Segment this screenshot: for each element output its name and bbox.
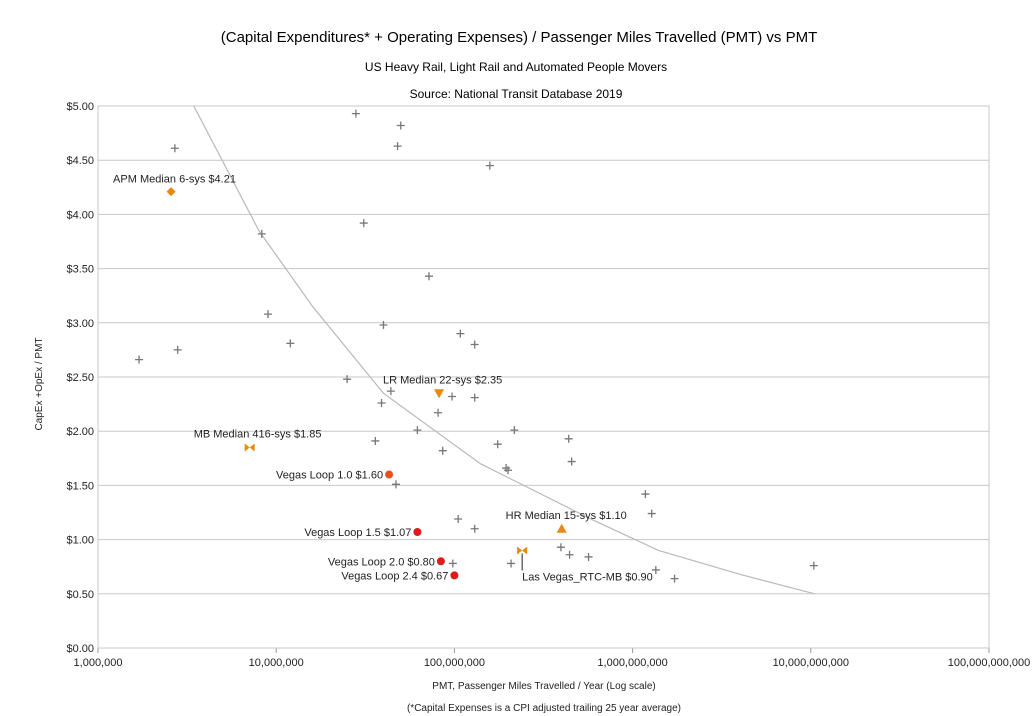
system-point-marker (257, 229, 266, 238)
annotated-points: APM Median 6-sys $4.21 LR Median 22-sys $… (113, 174, 653, 584)
y-tick-label: $0.00 (66, 643, 94, 655)
y-axis-ticks: $0.00 $0.50 $1.00 $1.50 $2.00 $2.50 $3.00 $3.50… (66, 101, 94, 655)
system-point-marker (343, 375, 352, 384)
chart-footnote: (*Capital Expenses is a CPI adjusted tra… (407, 703, 681, 714)
system-point-marker (170, 144, 179, 153)
system-point-marker (809, 561, 818, 570)
x-axis-ticks: 1,000,000 10,000,000 100,000,000 1,000,000,… (74, 657, 1031, 669)
annotated-point-marker (556, 523, 567, 533)
system-point-marker (647, 509, 656, 518)
chart-subtitle: US Heavy Rail, Light Rail and Automated … (365, 60, 667, 74)
system-point-marker (391, 480, 400, 489)
y-tick-label: $2.50 (66, 372, 94, 384)
system-point-marker (456, 329, 465, 338)
system-point-marker (507, 559, 516, 568)
system-point-marker (470, 340, 479, 349)
annotated-point-label: Vegas Loop 1.0 $1.60 (276, 470, 383, 482)
x-tick-label: 10,000,000 (249, 657, 304, 669)
system-point-marker (359, 219, 368, 228)
x-tick-label: 10,000,000,000 (773, 657, 849, 669)
chart-source: Source: National Transit Database 2019 (410, 87, 623, 101)
x-tick-label: 100,000,000 (424, 657, 485, 669)
system-point-marker (434, 408, 443, 417)
annotated-point-marker (385, 470, 394, 479)
y-tick-label: $4.00 (66, 209, 94, 221)
y-axis-label: CapEx +OpEx / PMT (34, 337, 45, 430)
system-point-marker (386, 387, 395, 396)
chart-title: (Capital Expenditures* + Operating Expen… (221, 29, 817, 46)
y-tick-label: $0.50 (66, 589, 94, 601)
system-points (135, 109, 818, 583)
x-axis-label: PMT, Passenger Miles Travelled / Year (L… (432, 681, 655, 692)
annotated-point-label: Vegas Loop 1.5 $1.07 (304, 527, 411, 539)
system-point-marker (641, 490, 650, 499)
system-point-marker (438, 446, 447, 455)
system-point-marker (448, 392, 457, 401)
system-point-marker (470, 393, 479, 402)
system-point-marker (351, 109, 360, 118)
annotated-point-marker (434, 389, 445, 399)
system-point-marker (564, 434, 573, 443)
y-tick-label: $2.00 (66, 426, 94, 438)
system-point-marker (651, 565, 660, 574)
system-point-marker (485, 161, 494, 170)
annotated-point-label: MB Median 416-sys $1.85 (194, 428, 322, 440)
annotated-point-label: APM Median 6-sys $4.21 (113, 174, 236, 186)
annotated-point-marker (413, 528, 422, 537)
system-point-marker (567, 457, 576, 466)
annotated-point-marker (244, 443, 255, 452)
annotated-point-label: Vegas Loop 2.4 $0.67 (341, 570, 448, 582)
system-point-marker (264, 310, 273, 319)
system-point-marker (424, 272, 433, 281)
system-point-marker (377, 399, 386, 408)
system-point-marker (670, 574, 679, 583)
system-point-marker (393, 142, 402, 151)
system-point-marker (556, 543, 565, 552)
trend-line-path (193, 105, 815, 595)
annotated-point-marker (517, 546, 528, 555)
annotated-point-marker (436, 557, 445, 566)
annotated-point-label: HR Median 15-sys $1.10 (506, 510, 627, 522)
annotated-point-label: Las Vegas_RTC-MB $0.90 (522, 571, 653, 583)
annotated-point-label: Vegas Loop 2.0 $0.80 (328, 556, 435, 568)
trend-line (193, 105, 815, 595)
system-point-marker (493, 440, 502, 449)
system-point-marker (396, 121, 405, 130)
system-point-marker (504, 466, 513, 475)
system-point-marker (448, 559, 457, 568)
y-tick-label: $3.00 (66, 318, 94, 330)
system-point-marker (584, 552, 593, 561)
system-point-marker (379, 320, 388, 329)
y-tick-label: $5.00 (66, 101, 94, 113)
x-tick-label: 100,000,000,000 (948, 657, 1031, 669)
annotated-point-marker (450, 571, 459, 580)
plot-area-border (97, 105, 990, 649)
y-tick-label: $1.00 (66, 535, 94, 547)
y-tick-label: $1.50 (66, 480, 94, 492)
system-point-marker (286, 339, 295, 348)
system-point-marker (510, 426, 519, 435)
y-tick-label: $3.50 (66, 264, 94, 276)
system-point-marker (173, 345, 182, 354)
annotated-point-label: LR Median 22-sys $2.35 (383, 374, 502, 386)
system-point-marker (413, 426, 422, 435)
system-point-marker (135, 355, 144, 364)
system-point-marker (565, 550, 574, 559)
x-tick-label: 1,000,000,000 (597, 657, 667, 669)
y-tick-label: $4.50 (66, 155, 94, 167)
system-point-marker (454, 515, 463, 524)
system-point-marker (470, 524, 479, 533)
x-tick-label: 1,000,000 (74, 657, 123, 669)
annotated-point-marker (166, 187, 176, 197)
system-point-marker (371, 436, 380, 445)
